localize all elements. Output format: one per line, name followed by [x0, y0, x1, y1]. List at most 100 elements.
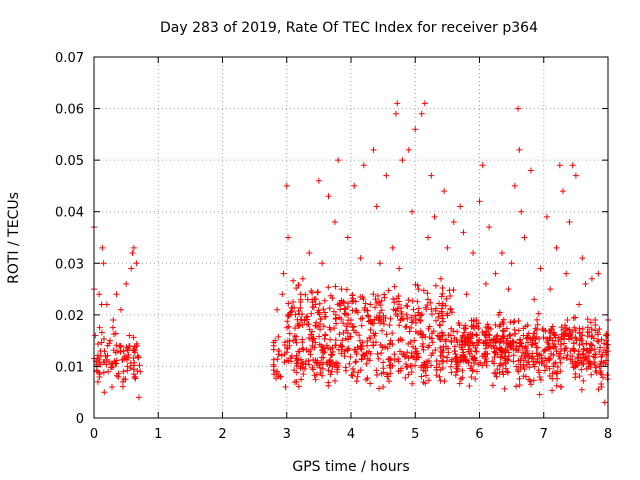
data-point — [391, 356, 398, 363]
data-point — [395, 293, 402, 300]
data-point — [344, 304, 351, 311]
data-point — [466, 382, 473, 389]
data-point — [566, 336, 573, 343]
data-point — [492, 349, 499, 356]
data-point — [387, 337, 394, 344]
data-point — [327, 357, 334, 364]
data-point — [425, 377, 432, 384]
data-point — [341, 305, 348, 312]
data-point — [96, 291, 103, 298]
data-point — [475, 320, 482, 327]
data-point — [295, 307, 302, 314]
data-point — [379, 344, 386, 351]
data-point — [291, 333, 298, 340]
data-point — [452, 351, 459, 358]
data-point — [540, 334, 547, 341]
data-point — [428, 172, 435, 179]
data-point — [372, 304, 379, 311]
data-point — [412, 312, 419, 319]
data-point — [521, 366, 528, 373]
data-point — [323, 359, 330, 366]
data-point — [270, 356, 277, 363]
data-point — [286, 342, 293, 349]
data-point — [302, 291, 309, 298]
data-point — [109, 324, 116, 331]
data-point — [553, 348, 560, 355]
data-point — [459, 374, 466, 381]
data-point — [395, 368, 402, 375]
data-point — [392, 110, 399, 117]
data-point — [425, 234, 432, 241]
data-point — [375, 298, 382, 305]
data-point — [403, 302, 410, 309]
data-point — [537, 376, 544, 383]
data-point — [342, 367, 349, 374]
data-point — [299, 275, 306, 282]
y-tick-label: 0.07 — [55, 51, 84, 66]
data-point — [376, 309, 383, 316]
data-point — [96, 356, 103, 363]
data-point — [582, 355, 589, 362]
data-point — [408, 368, 415, 375]
data-point — [440, 358, 447, 365]
data-point — [450, 219, 457, 226]
data-point — [418, 110, 425, 117]
data-point — [357, 255, 364, 262]
data-point — [421, 100, 428, 107]
data-point — [564, 352, 571, 359]
data-point — [99, 244, 106, 251]
data-point — [303, 314, 310, 321]
data-point — [317, 326, 324, 333]
data-point — [528, 355, 535, 362]
data-point — [316, 333, 323, 340]
data-point — [596, 363, 603, 370]
data-point — [569, 329, 576, 336]
data-point — [373, 313, 380, 320]
data-point — [134, 353, 141, 360]
data-point — [436, 336, 443, 343]
data-point — [398, 304, 405, 311]
data-point — [573, 337, 580, 344]
data-point — [275, 333, 282, 340]
axis-ticks: 0 1 2 3 4 5 6 7 8 0 0.01 0.02 0.03 0.04 0.05 0.06 0.07 — [55, 51, 612, 442]
data-point — [521, 344, 528, 351]
data-point — [312, 322, 319, 329]
data-point — [466, 342, 473, 349]
y-tick-label: 0.06 — [55, 103, 84, 118]
data-point — [436, 361, 443, 368]
data-point — [527, 167, 534, 174]
data-point — [520, 349, 527, 356]
data-point — [321, 297, 328, 304]
data-point — [555, 338, 562, 345]
data-point — [530, 377, 537, 384]
data-point — [454, 328, 461, 335]
data-point — [292, 311, 299, 318]
data-point — [284, 338, 291, 345]
data-point — [344, 321, 351, 328]
data-point — [407, 324, 414, 331]
data-point — [460, 229, 467, 236]
x-tick-label: 4 — [347, 427, 355, 442]
data-point — [569, 353, 576, 360]
data-point — [594, 331, 601, 338]
data-point — [413, 353, 420, 360]
data-point — [340, 320, 347, 327]
data-point — [501, 328, 508, 335]
data-point — [319, 365, 326, 372]
data-point — [582, 280, 589, 287]
data-point — [408, 314, 415, 321]
data-point — [547, 286, 554, 293]
data-point — [530, 330, 537, 337]
data-point — [117, 306, 124, 313]
data-point — [363, 376, 370, 383]
data-point — [438, 357, 445, 364]
data-point — [526, 378, 533, 385]
data-point — [515, 105, 522, 112]
data-point — [572, 334, 579, 341]
data-point — [473, 332, 480, 339]
data-point — [447, 363, 454, 370]
data-point — [549, 387, 556, 394]
data-point — [429, 339, 436, 346]
data-point — [535, 367, 542, 374]
data-point — [473, 317, 480, 324]
